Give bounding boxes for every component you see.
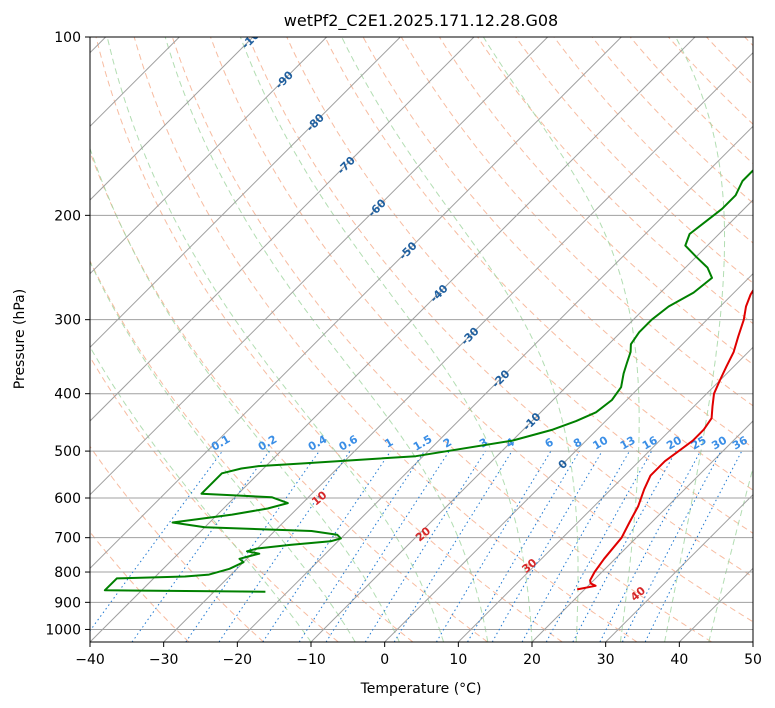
y-tick-label: 100 (54, 30, 81, 46)
isotherm-line (531, 420, 753, 642)
x-tick-label: −30 (149, 652, 179, 668)
y-tick-label: 200 (54, 208, 81, 224)
isotherm-line (90, 37, 328, 275)
dry-adiabat (90, 445, 264, 642)
x-tick-label: 50 (744, 652, 762, 668)
x-tick-label: −20 (223, 652, 253, 668)
mixing-ratio-line (599, 450, 701, 642)
x-tick-label: 0 (380, 652, 389, 668)
x-tick-label: 40 (670, 652, 688, 668)
y-axis-label: Pressure (hPa) (12, 289, 28, 389)
isotherm-line (310, 199, 753, 642)
moist-adiabat (164, 37, 489, 642)
moist-adiabat (341, 37, 579, 642)
isotherm-line (90, 37, 475, 422)
axes: −40 −30 −20 −10 0 10 20 30 40 50 100 200 300 400 500 60… (45, 30, 762, 668)
y-tick-label: 1000 (45, 622, 81, 638)
x-tick-label: −40 (75, 652, 105, 668)
y-tick-label: 800 (54, 565, 81, 581)
isotherm-line (90, 37, 401, 349)
moist-adiabat (239, 37, 533, 642)
isotherms (90, 37, 753, 642)
mixing-ratio-line (325, 450, 450, 642)
isotherm-line (163, 51, 753, 642)
isotherm-line (457, 346, 753, 642)
isotherm-line (90, 37, 696, 642)
isotherm-line (236, 125, 753, 642)
mixing-ratio-line (298, 450, 425, 642)
dry-adiabat (171, 37, 712, 642)
x-tick-label: 10 (449, 652, 467, 668)
dry-adiabat (248, 37, 753, 578)
x-tick-label: 30 (597, 652, 615, 668)
y-tick-label: 600 (54, 491, 81, 507)
mixing-ratio-line (572, 450, 677, 642)
x-tick-label: 20 (523, 652, 541, 668)
mixing-ratio-line (364, 450, 486, 642)
dry-adiabat (90, 259, 414, 642)
x-tick-label: −10 (296, 652, 326, 668)
plot-frame (89, 36, 754, 643)
moist-adiabat (708, 466, 753, 642)
x-axis-label: Temperature (°C) (360, 681, 482, 697)
isotherm-line (90, 37, 622, 570)
dry-adiabat (515, 37, 753, 284)
isotherm-line (90, 37, 549, 496)
mixing-ratio-line (393, 450, 513, 642)
temperature-line (577, 288, 753, 591)
moist-adiabat (106, 37, 445, 642)
chart-title: wetPf2_C2E1.2025.171.12.28.G08 (284, 11, 558, 31)
dewpoint-line (103, 169, 753, 593)
y-tick-label: 700 (54, 531, 81, 547)
isotherm-line (605, 493, 753, 642)
y-tick-label: 500 (54, 444, 81, 460)
y-tick-label: 400 (54, 387, 81, 403)
y-tick-label: 900 (54, 595, 81, 611)
sounding-series (103, 169, 753, 593)
dry-adiabat (95, 37, 563, 642)
dry-adiabat (324, 37, 753, 491)
mixing-ratio-line (262, 450, 392, 642)
mixing-ratio-line (435, 450, 552, 642)
mixing-ratio-line (467, 450, 580, 642)
mixing-ratio-line (218, 450, 351, 642)
isotherm-line (90, 37, 254, 201)
dry-adiabat (210, 37, 753, 623)
moist-adiabat (90, 260, 356, 642)
isotherm-line (384, 272, 753, 642)
y-tick-label: 300 (54, 313, 81, 329)
isobars (90, 37, 753, 630)
moist-adiabat (482, 37, 640, 642)
moist-adiabat (664, 37, 726, 642)
dry-adiabat (286, 37, 753, 534)
